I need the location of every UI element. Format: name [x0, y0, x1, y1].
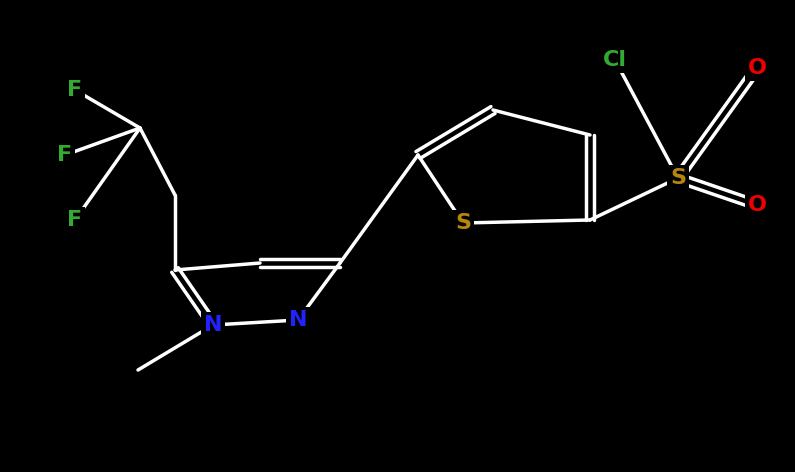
Text: O: O [747, 58, 766, 78]
Text: F: F [57, 145, 72, 165]
Text: N: N [289, 310, 307, 330]
Text: S: S [670, 168, 686, 188]
Text: N: N [204, 315, 223, 335]
Text: S: S [455, 213, 471, 233]
Text: F: F [68, 210, 83, 230]
Text: Cl: Cl [603, 50, 627, 70]
Text: F: F [68, 80, 83, 100]
Text: O: O [747, 195, 766, 215]
